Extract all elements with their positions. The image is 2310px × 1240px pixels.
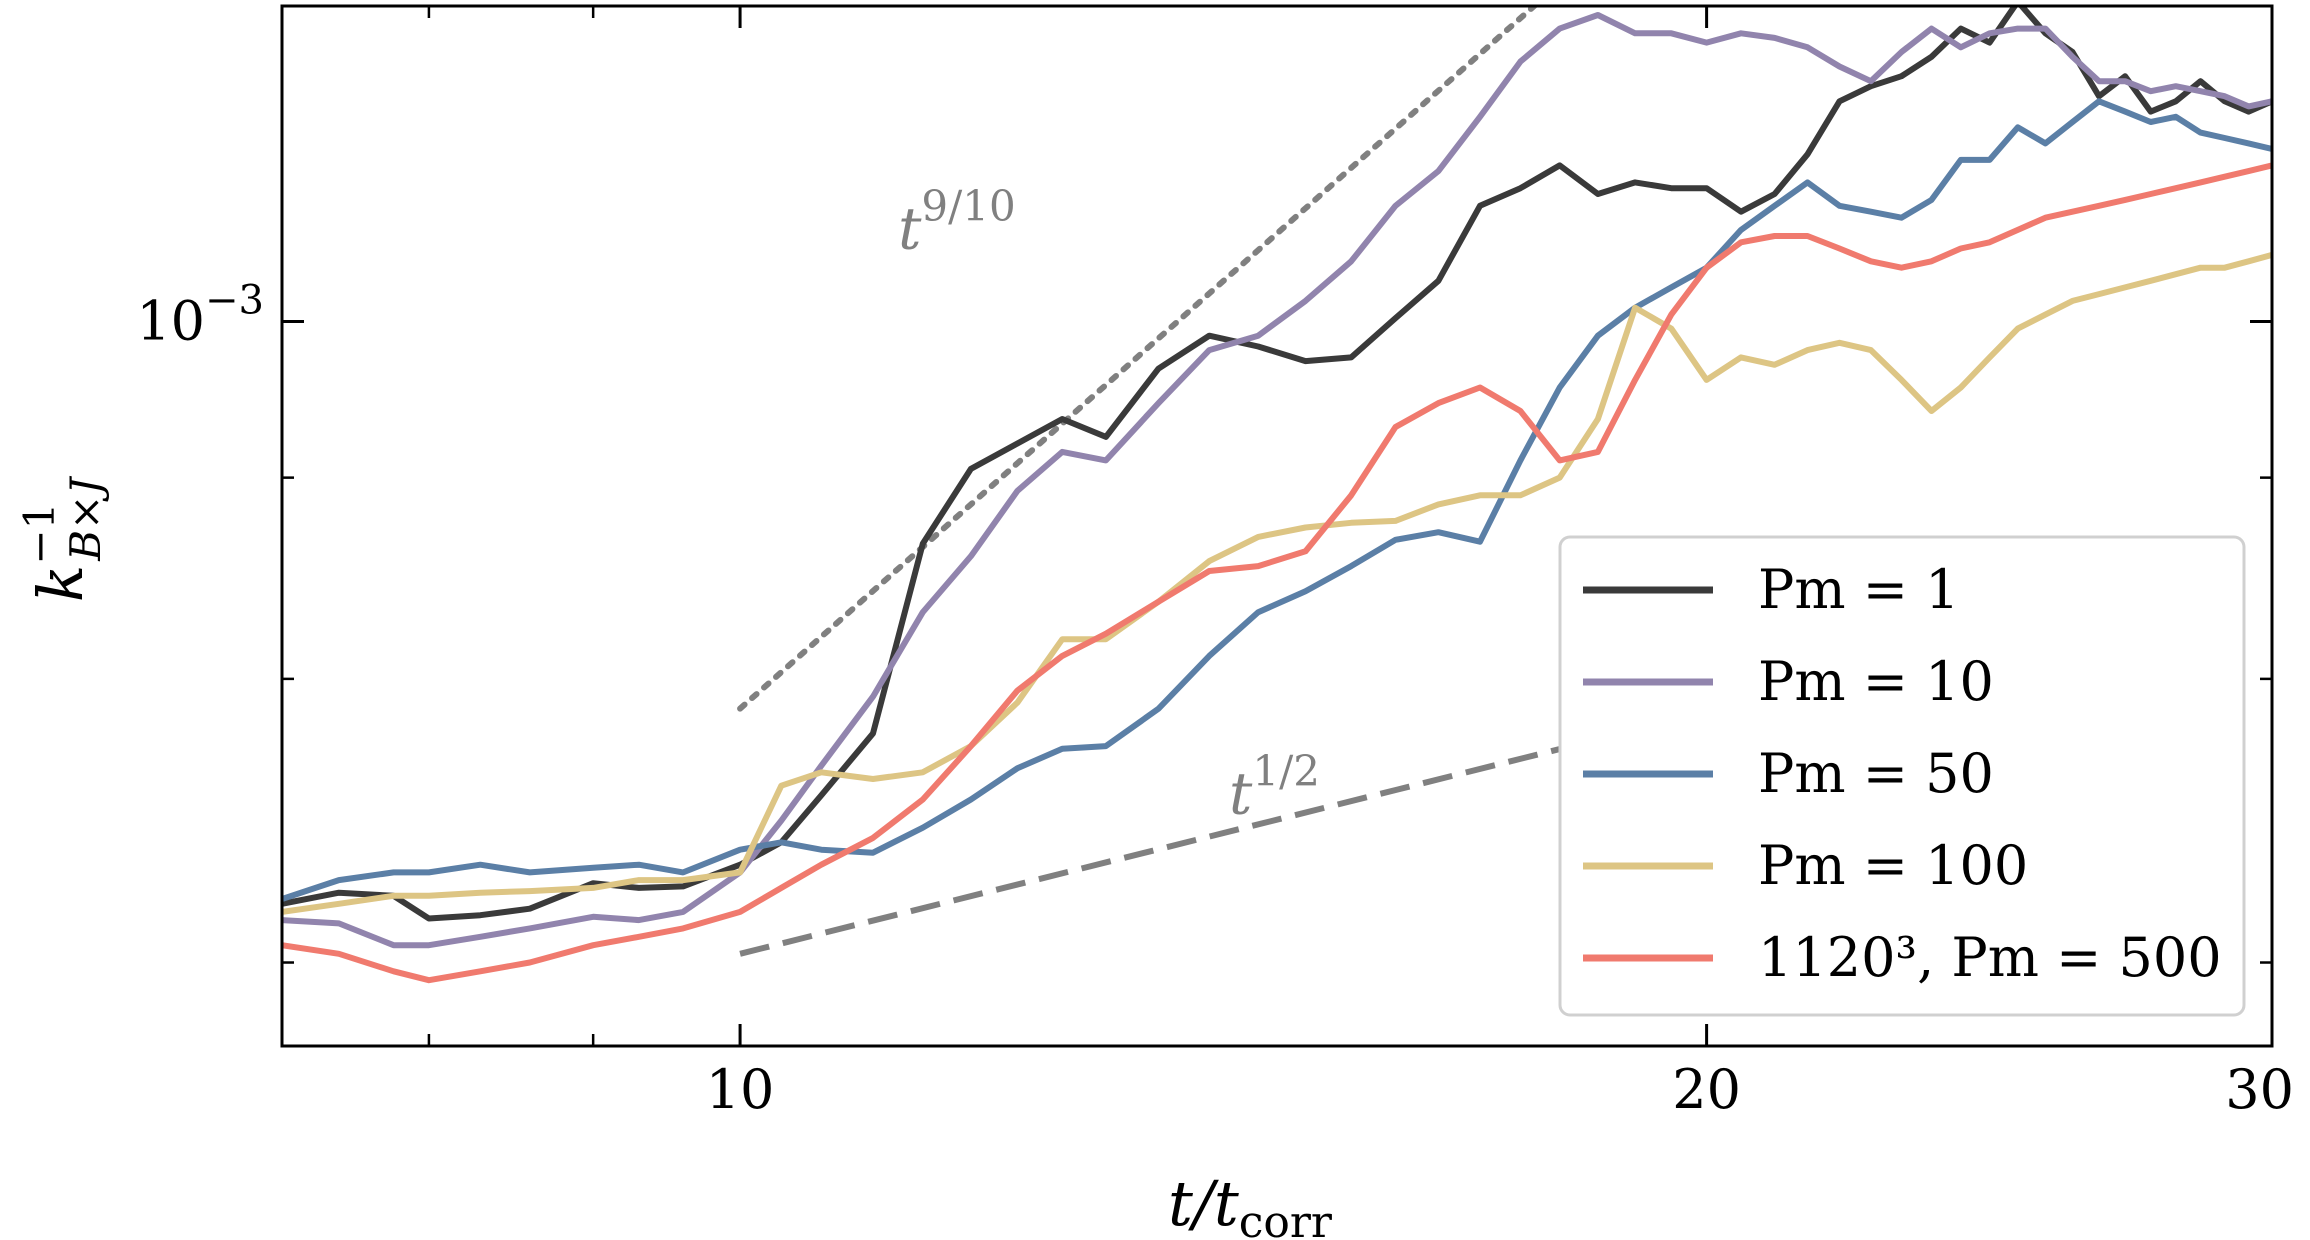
guide-line-dashed: [739, 709, 1708, 957]
legend-label-3: Pm = 50: [1758, 742, 1994, 805]
series-line-3: [282, 98, 2272, 902]
plot-frame: [280, 4, 2274, 1048]
x-tick-label: 20: [1672, 1058, 1741, 1121]
guide-label-t-1-2: t1/2: [1229, 746, 1320, 827]
x-tick-label: 10: [706, 1058, 775, 1121]
legend-label-1: Pm = 1: [1758, 558, 1959, 621]
y-tick-label: 10−3: [136, 278, 264, 353]
y-axis-label: k−1B×J: [15, 476, 110, 603]
legend-label-2: Pm = 10: [1758, 650, 1994, 713]
legend: Pm = 1 Pm = 10 Pm = 50 Pm = 100 1120³, Pm = …: [1558, 535, 2246, 1017]
axis-ticks: 10 20 30 10−3: [136, 6, 2294, 1121]
data-series: [282, 6, 2272, 984]
series-line-4: [282, 251, 2272, 915]
legend-label-4: Pm = 100: [1758, 834, 2028, 897]
legend-label-5: 1120³, Pm = 500: [1758, 926, 2222, 989]
series-line-5: [282, 162, 2272, 984]
guide-label-t-9-10: t9/10: [898, 182, 1016, 263]
guide-lines: [737, 6, 1708, 957]
x-tick-label: 30: [2225, 1058, 2294, 1121]
x-axis-label: t/tcorr: [1168, 1167, 1333, 1240]
guide-line-dotted: [737, 6, 1539, 712]
annotations: t9/10 t1/2: [898, 182, 1320, 828]
series-line-2: [282, 12, 2272, 949]
legend-items: Pm = 1 Pm = 10 Pm = 50 Pm = 100 1120³, Pm = …: [1583, 558, 2222, 989]
legend-box: [1558, 535, 2246, 1017]
